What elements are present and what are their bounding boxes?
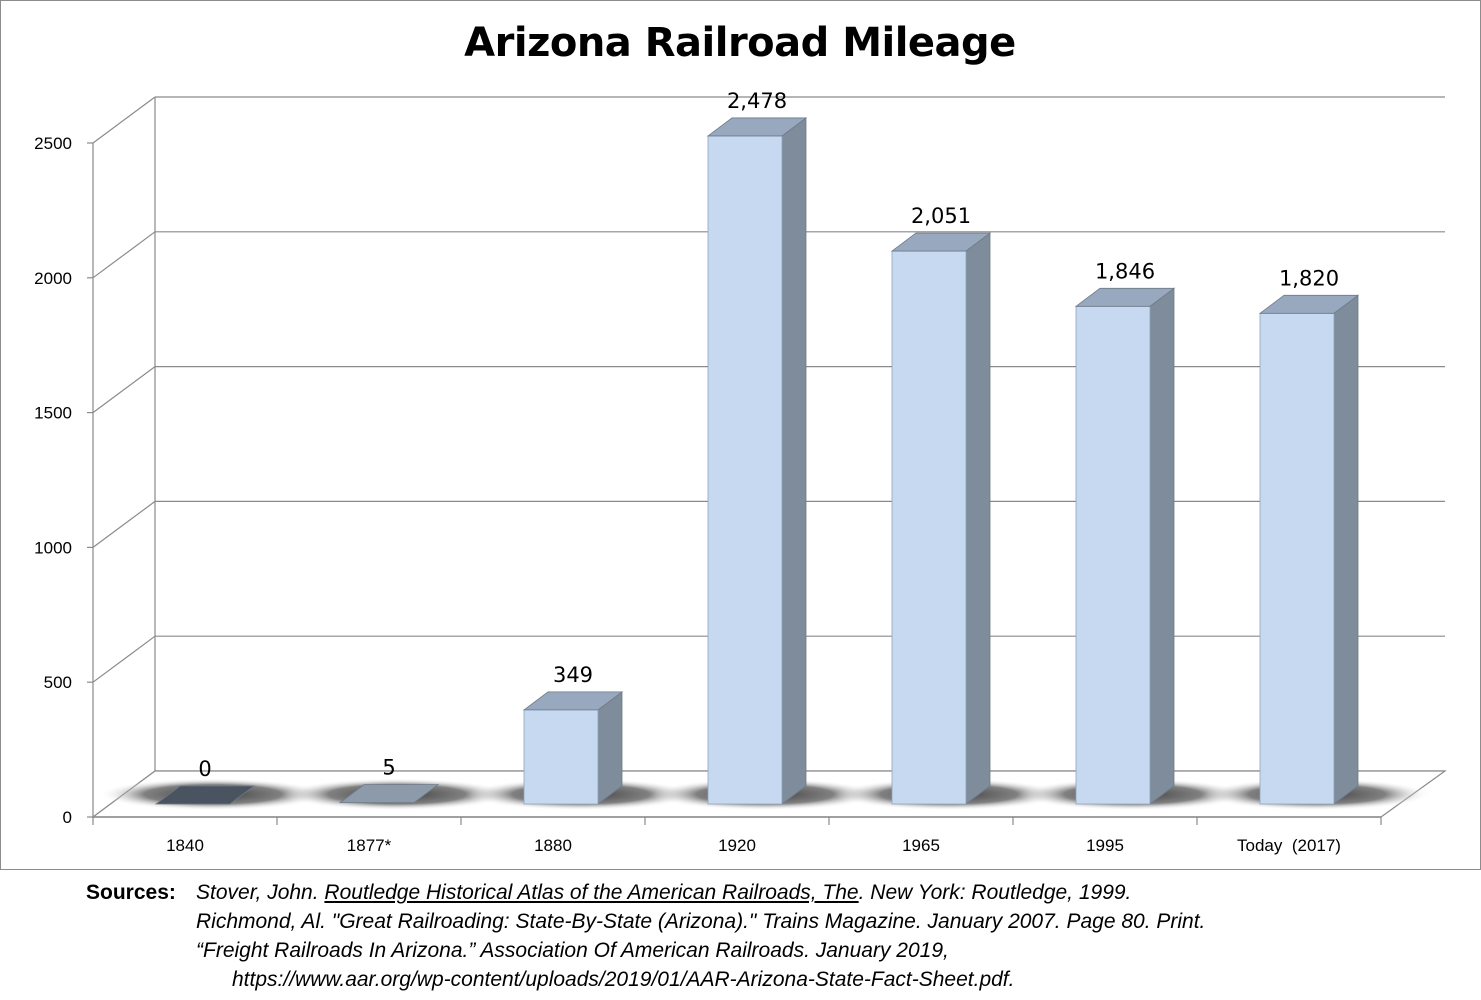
y-tick-label: 0: [63, 808, 72, 827]
x-tick-label: 1995: [1086, 836, 1124, 855]
bar: [338, 784, 440, 804]
y-tick-label: 2500: [34, 134, 72, 153]
bar-top: [890, 232, 992, 252]
bar-front: [1075, 305, 1151, 805]
bar-top: [522, 691, 624, 711]
x-tick-label: 1877*: [347, 836, 392, 855]
sources-lines: Stover, John. Routledge Historical Atlas…: [196, 878, 1205, 994]
bar: [522, 691, 624, 805]
bar: [890, 232, 992, 805]
chart-frame: Arizona Railroad Mileage 0 500 1000 1500 200…: [0, 0, 1481, 870]
bar-top: [1074, 287, 1176, 307]
bar-front: [523, 709, 599, 805]
source-line-4: https://www.aar.org/wp-content/uploads/2…: [232, 968, 1015, 991]
x-tick-label: 1920: [718, 836, 756, 855]
x-tick-label: 1965: [902, 836, 940, 855]
bar-top: [1258, 294, 1360, 314]
value-labels: 0 5 349 2,478 2,051 1,846 1,820: [198, 89, 1339, 781]
source-line-3: “Freight Railroads In Arizona.” Associat…: [196, 939, 949, 962]
source-1-title: Routledge Historical Atlas of the Americ…: [324, 881, 859, 904]
source-line-2: Richmond, Al. "Great Railroading: State-…: [196, 910, 1206, 933]
gridline-diagonal: [92, 96, 156, 144]
y-tick-label: 1500: [34, 404, 72, 423]
bar-side: [597, 691, 623, 805]
y-axis-ticks: 0 500 1000 1500 2000 2500: [34, 134, 93, 827]
bar: [1074, 287, 1176, 805]
bar-side: [1149, 287, 1175, 805]
x-tick-label: Today (2017): [1237, 836, 1341, 855]
bar-side: [781, 117, 807, 805]
bar-side: [1333, 294, 1359, 805]
bar-front: [707, 135, 783, 805]
y-tick-label: 500: [44, 673, 72, 692]
y-tick-label: 2000: [34, 269, 72, 288]
bars: [154, 117, 1360, 805]
gridline-diagonal: [92, 366, 156, 414]
x-tick-label: 1880: [534, 836, 572, 855]
gridline-diagonal: [92, 635, 156, 683]
bar: [154, 785, 256, 805]
value-label: 0: [198, 757, 211, 781]
value-label: 1,846: [1095, 259, 1155, 283]
bar-top: [154, 785, 256, 805]
bar-front: [1259, 312, 1335, 805]
bar: [1258, 294, 1360, 805]
value-label: 1,820: [1279, 266, 1339, 290]
sources-label: Sources:: [86, 881, 176, 904]
chart-title: Arizona Railroad Mileage: [464, 20, 1016, 66]
value-label: 5: [382, 756, 395, 780]
value-label: 2,051: [911, 204, 971, 228]
x-axis-ticks: 1840 1877* 1880 1920 1965 1995 Today (2017): [92, 817, 1382, 855]
bar-top: [338, 784, 440, 804]
value-label: 2,478: [727, 89, 787, 113]
bar-front: [891, 250, 967, 805]
bar-side: [965, 232, 991, 805]
source-1-author: Stover, John.: [196, 881, 325, 904]
gridline-diagonal: [92, 500, 156, 548]
value-label: 349: [553, 663, 593, 687]
y-tick-label: 1000: [34, 538, 72, 557]
x-tick-label: 1840: [166, 836, 204, 855]
source-1-publisher: . New York: Routledge, 1999.: [858, 881, 1132, 904]
source-line-1: Stover, John. Routledge Historical Atlas…: [196, 878, 1205, 907]
gridline-diagonal: [92, 231, 156, 279]
bar-top: [706, 117, 808, 137]
bar: [706, 117, 808, 805]
chart-svg: Arizona Railroad Mileage 0 500 1000 1500 200…: [34, 20, 1447, 855]
